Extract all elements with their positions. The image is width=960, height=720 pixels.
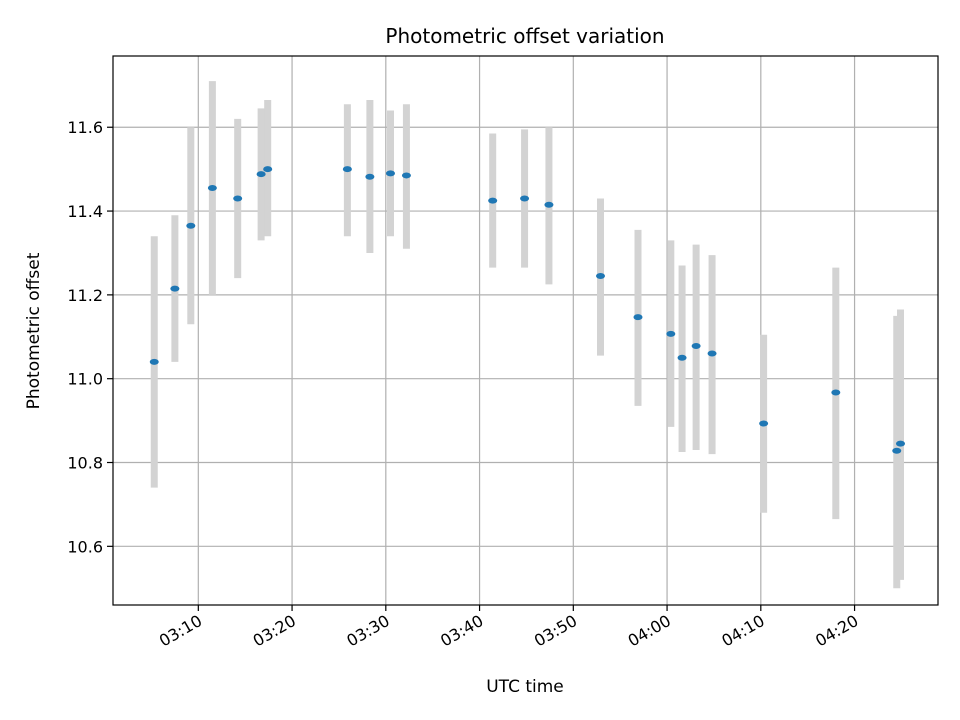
data-point: [892, 447, 902, 454]
data-point: [759, 420, 769, 427]
data-point: [666, 330, 676, 337]
data-point: [633, 314, 643, 321]
y-tick-label: 11.0: [67, 370, 103, 389]
data-point: [149, 358, 159, 365]
y-tick-label: 10.8: [67, 454, 103, 473]
y-tick-label: 11.4: [67, 202, 103, 221]
y-tick-label: 11.6: [67, 118, 103, 137]
data-point: [186, 222, 196, 229]
data-point: [896, 440, 905, 447]
data-point: [342, 166, 352, 173]
y-tick-label: 11.2: [67, 286, 103, 305]
data-point: [831, 389, 841, 396]
data-point: [488, 197, 498, 204]
data-point: [677, 354, 687, 361]
data-point: [401, 172, 411, 179]
data-point: [256, 171, 266, 178]
y-tick-label: 10.6: [67, 537, 103, 556]
data-point: [170, 285, 180, 292]
data-point: [544, 201, 554, 208]
plot-frame: [112, 55, 939, 606]
data-point: [207, 185, 217, 192]
chart-title: Photometric offset variation: [385, 24, 664, 48]
grid-layer: [113, 56, 938, 605]
data-point: [596, 273, 605, 280]
data-point: [365, 173, 375, 180]
point-layer: [149, 166, 905, 454]
data-point: [691, 343, 701, 350]
data-point: [233, 195, 243, 202]
y-axis-label: Photometric offset: [24, 252, 44, 409]
data-point: [520, 195, 530, 202]
data-point: [263, 166, 273, 173]
data-point: [707, 350, 717, 357]
data-point: [386, 170, 395, 177]
x-axis-label: UTC time: [486, 677, 564, 697]
